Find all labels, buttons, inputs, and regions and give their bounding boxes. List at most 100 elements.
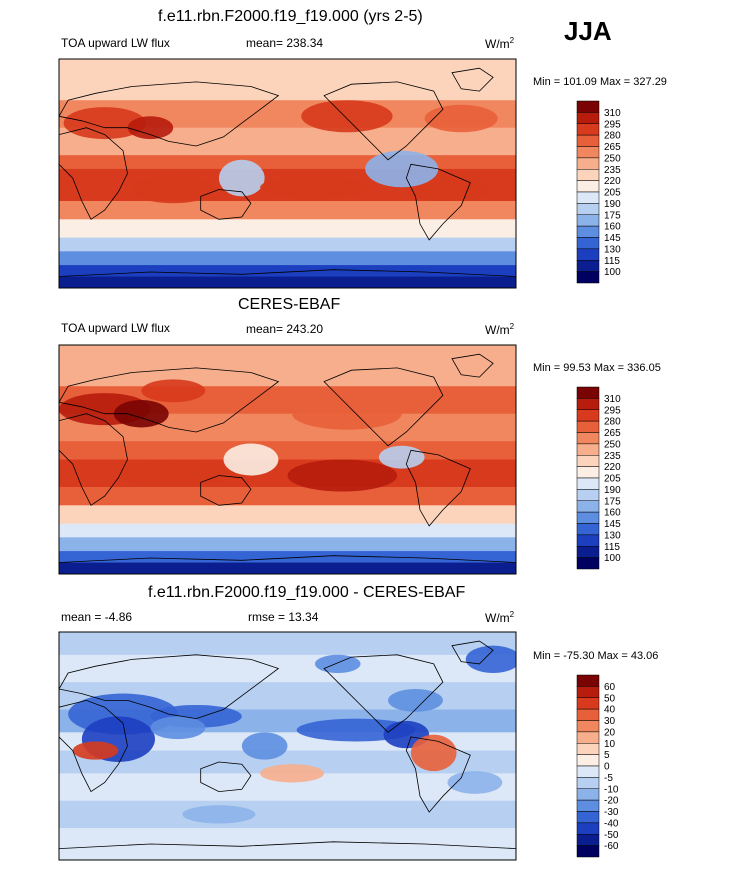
colorbar-swatch xyxy=(576,765,600,778)
colorbar-tick-label: -10 xyxy=(604,784,619,795)
colorbar-tick-label: 50 xyxy=(604,693,616,704)
colorbar-swatch xyxy=(576,511,600,524)
colorbar-tick-label: -60 xyxy=(604,841,619,852)
colorbar-swatch xyxy=(576,743,600,755)
panel-3-units-text: W/m xyxy=(485,611,510,625)
panel-1-minmax: Min = 101.09 Max = 327.29 xyxy=(533,76,667,88)
colorbar-tick-label: -20 xyxy=(604,796,619,807)
colorbar-swatch xyxy=(576,432,600,445)
heatmap-region xyxy=(314,654,361,674)
colorbar-tick-label: 280 xyxy=(604,131,621,142)
colorbar-swatch xyxy=(576,686,600,698)
colorbar-tick-label: 115 xyxy=(604,256,620,267)
heatmap-band xyxy=(59,632,516,656)
coastline xyxy=(59,699,128,793)
heatmap-band xyxy=(59,237,516,252)
colorbar-swatch xyxy=(576,754,600,767)
heatmap-region xyxy=(218,159,265,197)
coastline xyxy=(59,654,280,720)
heatmap-region xyxy=(63,107,146,140)
coastline xyxy=(200,761,252,793)
heatmap-band xyxy=(59,441,516,460)
heatmap-region xyxy=(406,182,489,201)
colorbar-tick-label: -50 xyxy=(604,830,619,841)
coastline xyxy=(451,640,494,665)
colorbar-tick-label: 280 xyxy=(604,417,621,428)
colorbar-tick-label: 310 xyxy=(604,108,621,119)
colorbar-swatch xyxy=(576,157,600,170)
heatmap-region xyxy=(465,645,516,674)
panel-2-minmax: Min = 99.53 Max = 336.05 xyxy=(533,362,661,374)
colorbar-tick-label: -5 xyxy=(604,773,613,784)
colorbar-swatch xyxy=(576,146,600,159)
colorbar-swatch xyxy=(576,169,600,181)
coastline xyxy=(451,353,494,378)
heatmap-band xyxy=(59,486,516,506)
heatmap-region xyxy=(132,175,215,204)
panel-1-variable-label: TOA upward LW flux xyxy=(61,36,170,50)
heatmap-region xyxy=(241,732,288,760)
heatmap-band xyxy=(59,654,516,683)
colorbar-tick-label: 220 xyxy=(604,176,621,187)
colorbar-swatch xyxy=(576,523,600,536)
map-frame xyxy=(58,58,517,289)
heatmap-band xyxy=(59,750,516,774)
heatmap-band xyxy=(59,251,516,266)
colorbar-swatch xyxy=(576,546,600,558)
colorbar-2: 3102952802652502352202051901751601451301… xyxy=(576,386,621,570)
colorbar-tick-label: 5 xyxy=(604,750,610,761)
panel-1-units: W/m2 xyxy=(485,36,514,51)
coastline xyxy=(59,555,516,563)
heatmap-region xyxy=(182,805,256,824)
colorbar-swatch xyxy=(576,409,600,422)
colorbar-swatch xyxy=(576,123,600,136)
panel-2-title: CERES-EBAF xyxy=(238,296,341,313)
colorbar-swatch xyxy=(576,557,600,570)
colorbar-swatch xyxy=(576,443,600,456)
panel-3-rmse-label: rmse = 13.34 xyxy=(248,610,319,624)
colorbar-tick-label: 0 xyxy=(604,762,610,773)
colorbar-tick-label: 295 xyxy=(604,405,621,416)
heatmap-region xyxy=(301,100,393,133)
heatmap-band xyxy=(59,219,516,239)
panel-3-title: f.e11.rbn.F2000.f19_f19.000 - CERES-EBAF xyxy=(148,584,466,601)
panel-1-units-sup: 2 xyxy=(509,36,515,45)
colorbar-swatch xyxy=(576,811,600,824)
heatmap-region xyxy=(260,764,325,783)
heatmap-region xyxy=(72,741,119,760)
colorbar-swatch xyxy=(576,386,600,399)
colorbar-tick-label: 100 xyxy=(604,553,621,564)
coastline xyxy=(405,449,471,527)
coastline xyxy=(323,654,444,733)
panel-2-units-sup: 2 xyxy=(509,322,515,331)
colorbar-swatch xyxy=(576,112,600,124)
colorbar-swatch xyxy=(576,260,600,272)
map-frame xyxy=(58,344,517,575)
colorbar-swatch xyxy=(576,731,600,744)
heatmap-region xyxy=(260,175,370,199)
panel-3-mean-label: mean = -4.86 xyxy=(61,610,133,624)
colorbar-swatch xyxy=(576,248,600,261)
colorbar-swatch xyxy=(576,398,600,410)
coastline xyxy=(59,269,516,277)
season-label: JJA xyxy=(564,16,612,46)
heatmap-band xyxy=(59,200,516,220)
heatmap-band xyxy=(59,523,516,538)
colorbar-tick-label: 295 xyxy=(604,119,621,130)
map-panel-1 xyxy=(58,58,517,289)
map-panel-2 xyxy=(58,344,517,575)
panel-3-units-sup: 2 xyxy=(509,610,515,619)
colorbar-swatch xyxy=(576,720,600,733)
colorbar-tick-label: 160 xyxy=(604,222,621,233)
panel-2-units-text: W/m xyxy=(485,323,510,337)
colorbar-swatch xyxy=(576,674,600,687)
colorbar-tick-label: -40 xyxy=(604,818,619,829)
colorbar-tick-label: 30 xyxy=(604,716,616,727)
coastline xyxy=(59,127,128,220)
colorbar-tick-label: -30 xyxy=(604,807,619,818)
colorbar-tick-label: 10 xyxy=(604,739,616,750)
colorbar-tick-label: 205 xyxy=(604,474,621,485)
heatmap-region xyxy=(113,399,169,428)
coastline xyxy=(200,475,252,506)
